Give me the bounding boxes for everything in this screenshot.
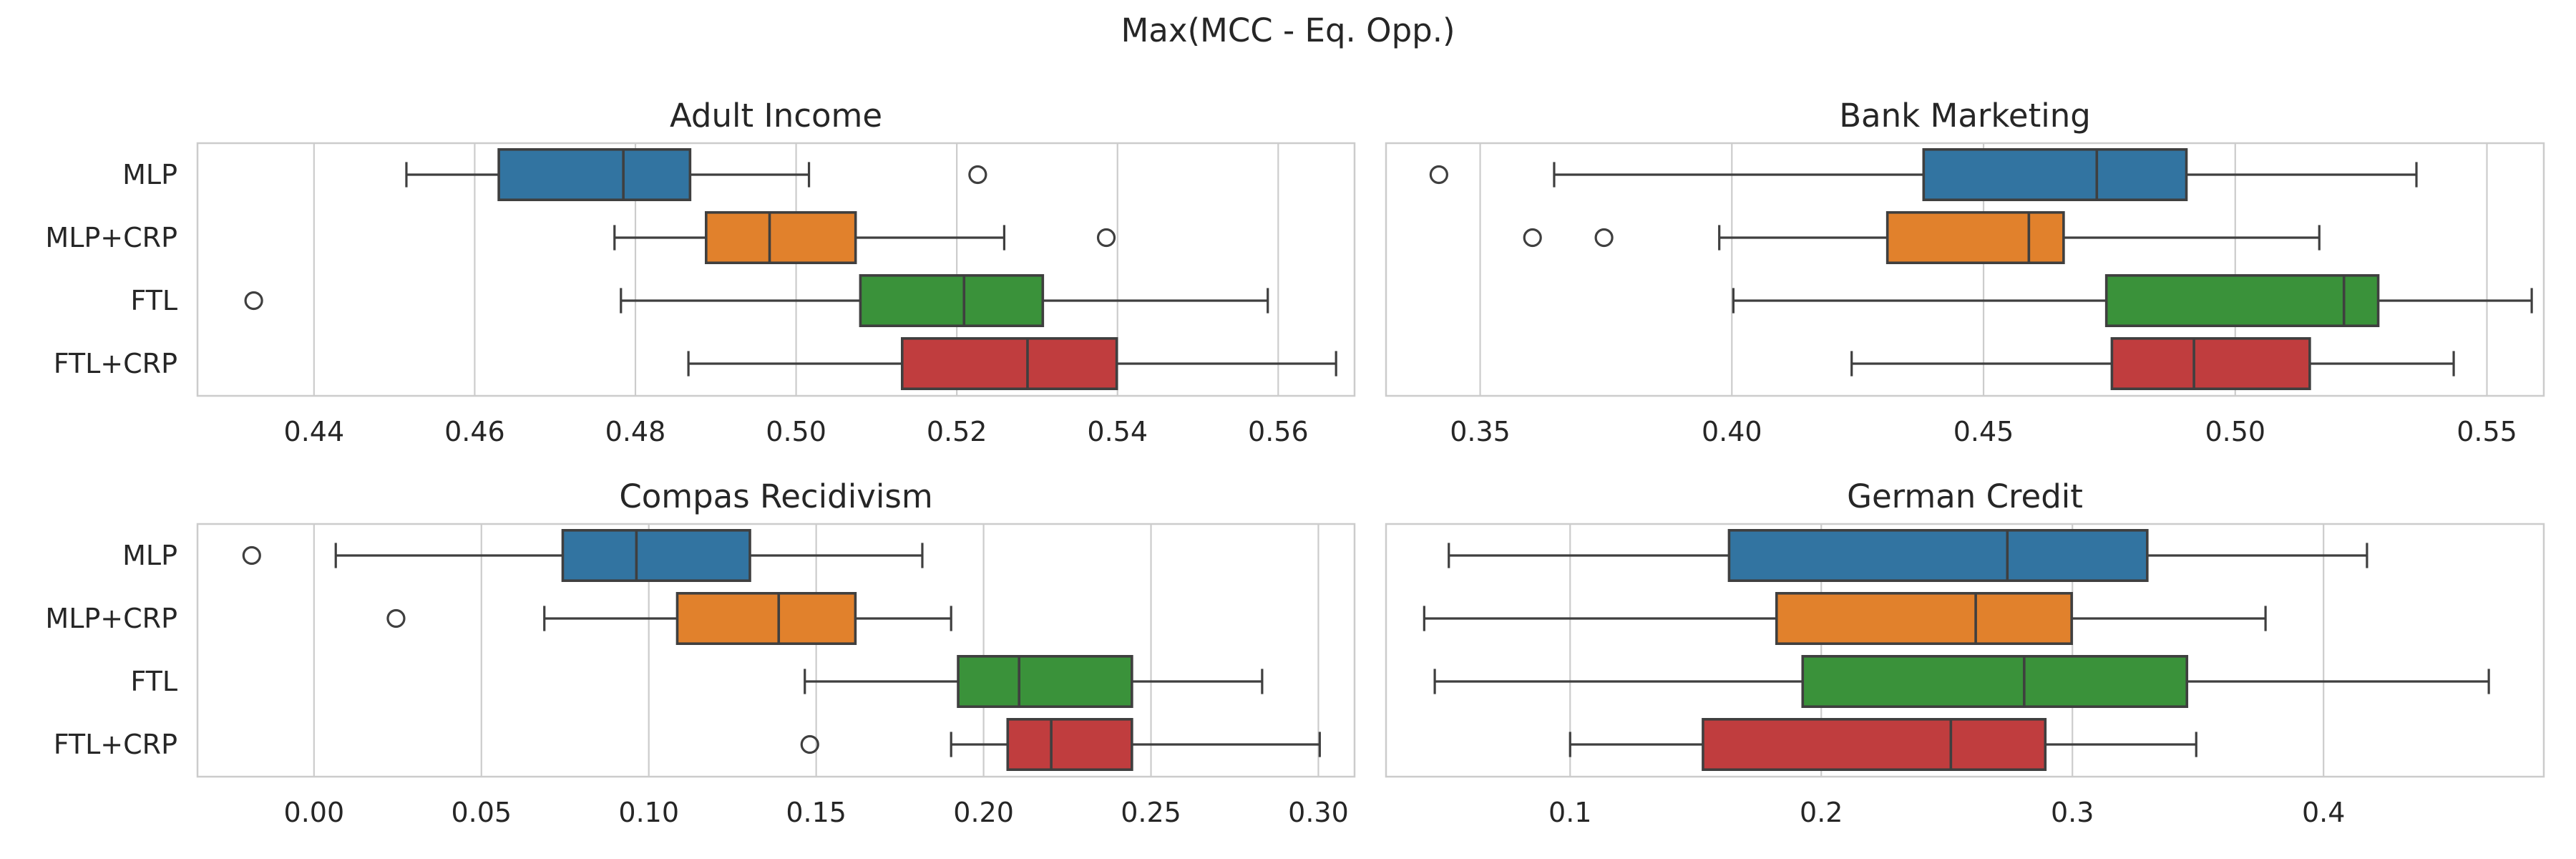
ytick-label-ftl-crp-compas-recidivism: FTL+CRP [54, 729, 177, 760]
xtick-label-bank-marketing-2: 0.45 [1953, 416, 2014, 447]
xtick-label-compas-recidivism-6: 0.30 [1288, 797, 1349, 828]
xtick-label-compas-recidivism-1: 0.05 [451, 797, 512, 828]
box-group-bank-marketing-mlp [1429, 148, 2418, 202]
flier-bank-marketing-mlp-crp-0 [1523, 228, 1542, 248]
figure-title: Max(MCC - Eq. Opp.) [1121, 11, 1455, 49]
box-group-bank-marketing-ftl [1732, 273, 2533, 327]
ytick-label-mlp-adult-income: MLP [122, 159, 177, 190]
box-bank-marketing-mlp-crp [1885, 210, 2065, 264]
box-group-german-credit-ftl [1433, 654, 2490, 708]
xtick-label-compas-recidivism-5: 0.25 [1121, 797, 1181, 828]
xtick-label-german-credit-3: 0.4 [2302, 797, 2345, 828]
xtick-label-adult-income-6: 0.56 [1248, 416, 1309, 447]
xtick-label-adult-income-2: 0.48 [605, 416, 666, 447]
xtick-label-german-credit-0: 0.1 [1548, 797, 1591, 828]
box-compas-recidivism-ftl [957, 654, 1133, 708]
box-german-credit-mlp-crp [1775, 591, 2073, 645]
flier-bank-marketing-mlp-crp-1 [1594, 228, 1614, 248]
plot-frame-german-credit [1385, 523, 2545, 778]
box-adult-income-ftl [859, 273, 1045, 327]
box-group-adult-income-ftl-crp [687, 336, 1337, 390]
box-group-german-credit-ftl-crp [1568, 717, 2197, 771]
box-german-credit-ftl-crp [1702, 717, 2047, 771]
box-group-german-credit-mlp-crp [1423, 591, 2267, 645]
box-bank-marketing-ftl-crp [2110, 336, 2311, 390]
xtick-label-german-credit-2: 0.3 [2051, 797, 2094, 828]
box-compas-recidivism-mlp-crp [675, 591, 857, 645]
box-bank-marketing-mlp [1922, 148, 2188, 202]
box-group-german-credit-mlp [1448, 528, 2368, 582]
flier-compas-recidivism-mlp-crp-0 [386, 608, 406, 629]
box-bank-marketing-ftl [2104, 273, 2380, 327]
flier-bank-marketing-mlp-0 [1429, 165, 1448, 185]
plot-frame-bank-marketing [1385, 142, 2545, 397]
ytick-label-mlp-crp-adult-income: MLP+CRP [45, 222, 177, 253]
panel-adult-income: Adult Income 0.44 0.46 0.48 0.50 0.52 0.54 0.56… [45, 97, 1356, 447]
ytick-label-ftl-compas-recidivism: FTL [130, 666, 177, 697]
box-group-compas-recidivism-ftl-crp [800, 717, 1321, 771]
xtick-label-adult-income-1: 0.46 [444, 416, 505, 447]
box-adult-income-mlp [497, 148, 692, 202]
box-compas-recidivism-ftl-crp [1006, 717, 1133, 771]
xtick-label-adult-income-3: 0.50 [766, 416, 826, 447]
box-group-adult-income-mlp [405, 148, 987, 202]
panel-german-credit: German Credit 0.1 0.2 0.3 0.4 [1385, 477, 2545, 828]
xtick-label-adult-income-0: 0.44 [284, 416, 345, 447]
xtick-label-bank-marketing-4: 0.55 [2457, 416, 2517, 447]
xtick-label-german-credit-1: 0.2 [1800, 797, 1843, 828]
xtick-label-compas-recidivism-4: 0.20 [953, 797, 1014, 828]
ytick-label-ftl-crp-adult-income: FTL+CRP [54, 348, 177, 379]
box-compas-recidivism-mlp [561, 528, 751, 582]
box-adult-income-ftl-crp [900, 336, 1118, 390]
flier-compas-recidivism-mlp-0 [242, 545, 261, 566]
ytick-label-ftl-adult-income: FTL [130, 285, 177, 316]
flier-adult-income-ftl-0 [244, 291, 263, 311]
xtick-label-bank-marketing-1: 0.40 [1702, 416, 1762, 447]
box-german-credit-ftl [1801, 654, 2189, 708]
box-group-bank-marketing-ftl-crp [1850, 336, 2455, 390]
box-adult-income-mlp-crp [705, 210, 857, 264]
xtick-label-compas-recidivism-3: 0.15 [786, 797, 847, 828]
box-german-credit-mlp [1727, 528, 2149, 582]
panel-title-german-credit: German Credit [1847, 477, 2083, 515]
box-group-compas-recidivism-mlp-crp [386, 591, 952, 645]
flier-compas-recidivism-ftl-crp-0 [800, 734, 819, 754]
box-group-compas-recidivism-mlp [242, 528, 924, 582]
panel-title-bank-marketing: Bank Marketing [1839, 97, 2091, 135]
xtick-label-adult-income-4: 0.52 [927, 416, 987, 447]
flier-adult-income-mlp-crp-0 [1096, 228, 1116, 248]
ytick-label-mlp-crp-compas-recidivism: MLP+CRP [45, 603, 177, 634]
box-group-adult-income-mlp-crp [613, 210, 1116, 264]
box-group-adult-income-ftl [244, 273, 1269, 327]
panel-bank-marketing: Bank Marketing 0.35 0.40 0.45 0.50 0.55 [1385, 97, 2545, 447]
flier-adult-income-mlp-0 [968, 165, 987, 185]
xtick-label-bank-marketing-3: 0.50 [2205, 416, 2265, 447]
panel-compas-recidivism: Compas Recidivism 0.00 0.05 0.10 0.15 0.20 0.2… [45, 477, 1356, 828]
xtick-label-adult-income-5: 0.54 [1087, 416, 1148, 447]
xtick-label-compas-recidivism-2: 0.10 [618, 797, 679, 828]
xtick-label-compas-recidivism-0: 0.00 [284, 797, 345, 828]
box-group-compas-recidivism-ftl [804, 654, 1264, 708]
panel-title-adult-income: Adult Income [670, 97, 882, 135]
ytick-label-mlp-compas-recidivism: MLP [122, 540, 177, 571]
xtick-label-bank-marketing-0: 0.35 [1450, 416, 1511, 447]
box-group-bank-marketing-mlp-crp [1523, 210, 2321, 264]
plot-frame-compas-recidivism [196, 523, 1356, 778]
plot-frame-adult-income [196, 142, 1356, 397]
panel-title-compas-recidivism: Compas Recidivism [619, 477, 932, 515]
